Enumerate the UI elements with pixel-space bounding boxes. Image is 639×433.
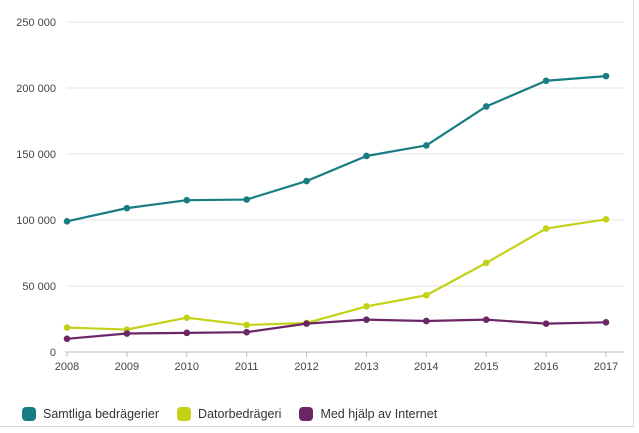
legend-item-samtliga[interactable]: Samtliga bedrägerier: [22, 407, 159, 421]
data-point[interactable]: [243, 328, 250, 336]
legend-label: Datorbedrägeri: [198, 407, 282, 421]
data-point[interactable]: [602, 72, 610, 80]
legend-swatch: [299, 407, 314, 421]
legend-label: Med hjälp av Internet: [320, 407, 438, 421]
x-tick-label: 2017: [594, 361, 618, 373]
y-axis-tick-labels: 0 50 000 100 000 150 000 200 000 250 000: [16, 17, 56, 359]
x-axis: 2008 2009 2010 2011 2012 2013 2014 2015 2016 2017: [55, 351, 624, 373]
data-point[interactable]: [123, 330, 131, 337]
data-point[interactable]: [63, 218, 71, 225]
data-point[interactable]: [482, 316, 490, 323]
y-tick-label: 100 000: [16, 215, 56, 227]
x-tick-label: 2014: [414, 361, 438, 373]
data-point[interactable]: [183, 196, 191, 204]
x-tick-label: 2008: [55, 361, 79, 373]
legend-item-internet[interactable]: Med hjälp av Internet: [299, 407, 437, 421]
legend: Samtliga bedrägerier Datorbedrägeri Med …: [22, 407, 455, 421]
x-tick-label: 2013: [354, 361, 378, 373]
data-point[interactable]: [243, 321, 250, 329]
data-point[interactable]: [542, 77, 550, 85]
x-tick-label: 2016: [534, 361, 558, 373]
x-tick-label: 2012: [294, 361, 318, 373]
data-point[interactable]: [602, 319, 610, 326]
data-point[interactable]: [482, 259, 490, 267]
data-point[interactable]: [183, 329, 191, 337]
data-point[interactable]: [542, 320, 550, 327]
data-point[interactable]: [243, 196, 250, 203]
series-line: [66, 318, 607, 340]
y-tick-label: 0: [50, 347, 56, 359]
series-layer: [63, 72, 610, 343]
data-point[interactable]: [63, 324, 71, 331]
series-0: [63, 72, 610, 225]
data-point[interactable]: [423, 291, 430, 299]
series-line: [66, 75, 607, 223]
data-point[interactable]: [303, 177, 310, 185]
data-point[interactable]: [423, 142, 430, 149]
data-point[interactable]: [363, 316, 370, 323]
data-point[interactable]: [363, 303, 370, 310]
y-tick-label: 50 000: [22, 281, 56, 293]
data-point[interactable]: [63, 335, 71, 343]
x-tick-label: 2015: [474, 361, 498, 373]
x-tick-label: 2009: [115, 361, 139, 373]
x-tick-label: 2010: [175, 361, 199, 373]
series-1: [63, 216, 610, 333]
legend-swatch: [22, 407, 36, 421]
x-tick-label: 2011: [235, 361, 259, 373]
data-point[interactable]: [123, 204, 131, 212]
y-tick-label: 200 000: [16, 83, 56, 95]
y-tick-label: 250 000: [16, 17, 56, 29]
legend-swatch: [177, 407, 192, 421]
data-point[interactable]: [303, 320, 310, 327]
data-point[interactable]: [602, 216, 610, 223]
line-chart: 0 50 000 100 000 150 000 200 000 250 000 2008…: [16, 17, 624, 373]
series-line: [66, 218, 607, 331]
legend-item-datorbedrageri[interactable]: Datorbedrägeri: [177, 407, 281, 421]
data-point[interactable]: [482, 103, 490, 110]
legend-label: Samtliga bedrägerier: [43, 407, 160, 421]
data-point[interactable]: [363, 152, 370, 160]
data-point[interactable]: [423, 317, 430, 325]
y-tick-label: 150 000: [16, 149, 56, 161]
data-point[interactable]: [542, 225, 550, 232]
series-2: [63, 316, 610, 343]
data-point[interactable]: [183, 314, 191, 321]
grid-lines: [67, 21, 624, 287]
